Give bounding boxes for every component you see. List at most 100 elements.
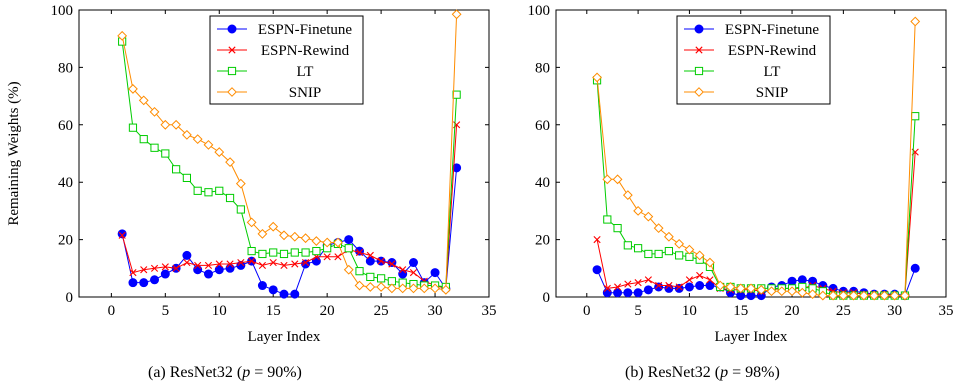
- data-point-lt: [654, 249, 663, 259]
- data-point-espn-finetune: [910, 263, 920, 273]
- legend-marker-espn-finetune: [227, 24, 237, 34]
- y-tick-label: 80: [58, 60, 73, 76]
- series-espn-rewind: [593, 148, 919, 300]
- legend-marker-lt: [694, 66, 704, 76]
- x-axis-label: Layer Index: [248, 329, 321, 345]
- data-point-espn-rewind: [237, 258, 245, 267]
- data-point-snip: [879, 290, 890, 301]
- y-tick-label: 20: [535, 233, 550, 249]
- data-point-snip: [440, 284, 451, 295]
- data-point-espn-rewind: [204, 261, 213, 270]
- data-point-lt: [215, 186, 224, 195]
- data-point-snip: [622, 190, 633, 201]
- data-point-espn-finetune: [355, 246, 365, 256]
- data-point-espn-rewind: [183, 258, 191, 267]
- data-point-snip: [246, 217, 257, 228]
- data-point-espn-finetune: [664, 283, 674, 293]
- series-espn-rewind: [118, 121, 461, 292]
- data-point-lt: [623, 241, 632, 250]
- legend: ESPN-Finetune ESPN-Rewind LT SNIP: [676, 15, 831, 105]
- data-point-lt: [613, 224, 622, 233]
- series-line-lt: [596, 80, 916, 297]
- y-tick-label: 20: [58, 233, 73, 249]
- data-point-espn-finetune: [257, 281, 267, 291]
- data-point-snip: [900, 290, 910, 301]
- data-point-snip: [756, 284, 767, 295]
- data-point-espn-finetune: [150, 275, 160, 285]
- data-point-espn-finetune: [430, 268, 440, 278]
- data-point-snip: [149, 106, 160, 117]
- data-point-espn-rewind: [258, 261, 267, 270]
- x-axis-label: Layer Index: [715, 329, 788, 345]
- data-point-snip: [735, 283, 746, 294]
- data-point-snip: [117, 30, 128, 41]
- chart-a: 0 5 10 15 20 25 30 35 0 20 40 60 80 100 Layer Index Rem…: [6, 3, 497, 345]
- legend-label-espn-rewind: ESPN-Rewind: [728, 43, 817, 59]
- data-point-espn-finetune: [408, 258, 418, 268]
- x-tick-label: 15: [733, 303, 748, 319]
- data-point-snip: [408, 283, 419, 294]
- data-point-lt: [258, 249, 267, 259]
- data-point-espn-finetune: [290, 289, 300, 299]
- data-point-espn-rewind: [409, 269, 418, 277]
- legend-marker-snip: [694, 87, 704, 97]
- legend-label-espn-rewind: ESPN-Rewind: [261, 43, 350, 59]
- data-point-espn-finetune: [139, 278, 149, 288]
- data-point-snip: [279, 230, 289, 241]
- data-point-espn-rewind: [593, 236, 601, 244]
- legend: ESPN-Finetune ESPN-Rewind LT SNIP: [209, 15, 364, 105]
- data-point-snip: [838, 290, 849, 301]
- data-point-espn-rewind: [634, 279, 642, 287]
- data-point-espn-finetune: [214, 265, 224, 275]
- series-snip: [592, 16, 921, 301]
- data-point-lt: [452, 90, 461, 99]
- x-tick-label: 25: [374, 303, 389, 319]
- data-point-snip: [787, 286, 797, 297]
- data-point-espn-finetune: [613, 288, 623, 298]
- data-point-espn-rewind: [706, 276, 714, 284]
- data-point-snip: [160, 119, 171, 130]
- caption-b: (b) ResNet32 (p = 98%): [625, 364, 780, 381]
- data-point-snip: [858, 290, 869, 301]
- data-point-lt: [172, 165, 181, 174]
- data-point-snip: [235, 178, 246, 189]
- series-espn-finetune: [117, 163, 462, 299]
- data-point-snip: [365, 282, 376, 292]
- data-point-espn-rewind: [685, 276, 694, 284]
- data-point-espn-finetune: [623, 288, 633, 298]
- data-point-espn-rewind: [150, 264, 159, 272]
- data-point-espn-finetune: [128, 278, 138, 288]
- data-point-snip: [333, 237, 343, 248]
- data-point-snip: [776, 286, 787, 297]
- data-point-lt: [279, 249, 289, 259]
- x-tick-label: 5: [634, 303, 642, 319]
- legend-label-espn-finetune: ESPN-Finetune: [725, 22, 820, 38]
- data-point-espn-finetune: [398, 269, 408, 279]
- data-point-espn-rewind: [194, 261, 202, 270]
- data-point-snip: [592, 72, 602, 83]
- data-point-espn-finetune: [643, 285, 653, 295]
- data-point-lt: [225, 193, 235, 203]
- data-point-espn-rewind: [377, 257, 385, 265]
- data-point-espn-finetune: [684, 282, 694, 292]
- y-tick-label: 100: [528, 3, 551, 19]
- data-point-snip: [171, 119, 182, 130]
- data-point-snip: [889, 290, 900, 301]
- y-tick-label: 0: [543, 290, 551, 306]
- data-point-lt: [247, 246, 256, 256]
- series-line-espn-rewind: [121, 124, 458, 290]
- data-point-snip: [663, 231, 674, 242]
- caption-a: (a) ResNet32 (p = 90%): [148, 364, 302, 381]
- y-tick-label: 40: [535, 175, 550, 191]
- data-point-snip: [181, 129, 192, 140]
- data-point-lt: [603, 215, 612, 224]
- x-tick-label: 20: [785, 303, 800, 319]
- data-point-espn-finetune: [365, 256, 375, 266]
- data-point-espn-rewind: [366, 251, 374, 259]
- data-point-lt: [355, 267, 364, 276]
- data-point-snip: [612, 174, 623, 185]
- data-point-snip: [451, 9, 462, 20]
- data-point-lt: [664, 246, 673, 256]
- data-point-espn-rewind: [655, 281, 663, 290]
